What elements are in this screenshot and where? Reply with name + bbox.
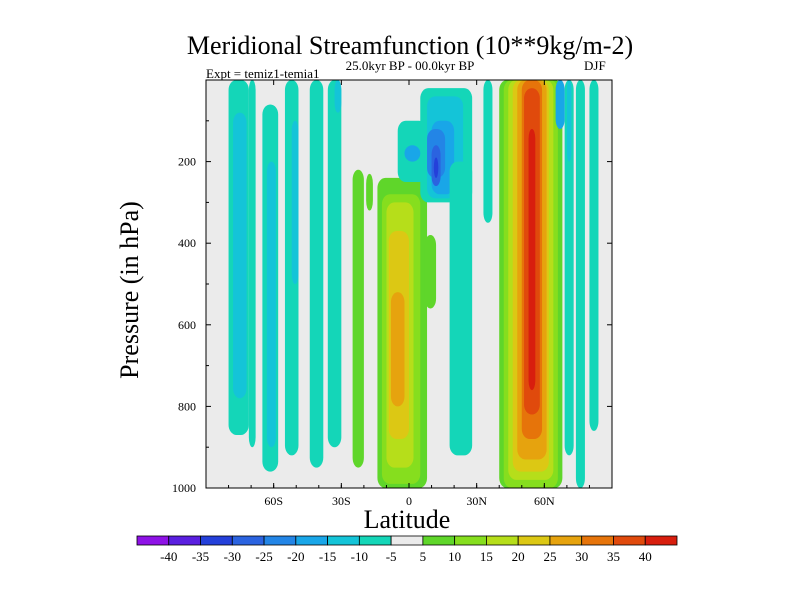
contour-region bbox=[352, 169, 364, 468]
colorbar-swatch bbox=[358, 535, 392, 546]
contour-region bbox=[528, 128, 536, 391]
colorbar-swatch bbox=[613, 535, 646, 546]
colorbar-label: 35 bbox=[607, 549, 620, 564]
colorbar-label: -10 bbox=[351, 549, 368, 564]
colorbar-label: 30 bbox=[575, 549, 588, 564]
colorbar-swatch bbox=[549, 535, 583, 546]
contour-region bbox=[334, 80, 342, 113]
colorbar-swatch bbox=[200, 535, 233, 546]
colorbar-label: -40 bbox=[160, 549, 177, 564]
colorbar-swatch bbox=[136, 535, 170, 546]
contour-region bbox=[327, 80, 342, 448]
x-tick-label: 0 bbox=[406, 494, 412, 508]
x-axis-ticks: 60S 30S 0 30N 60N bbox=[228, 80, 590, 508]
colorbar-swatch bbox=[390, 535, 424, 546]
season-annotation: DJF bbox=[584, 58, 606, 73]
colorbar-swatch bbox=[644, 535, 678, 546]
colorbar-label: 20 bbox=[512, 549, 525, 564]
colorbar-swatch bbox=[422, 535, 456, 546]
colorbar-swatch bbox=[327, 535, 360, 546]
colorbar-label: -5 bbox=[386, 549, 397, 564]
colorbar-swatch bbox=[581, 535, 614, 546]
y-tick-label: 600 bbox=[178, 318, 196, 332]
colorbar-label: 25 bbox=[543, 549, 556, 564]
contour-region bbox=[390, 292, 405, 407]
colorbar-label: -20 bbox=[287, 549, 304, 564]
colorbar-swatch bbox=[517, 535, 551, 546]
chart-title: Meridional Streamfunction (10**9kg/m-2) bbox=[187, 31, 633, 60]
colorbar-label: -30 bbox=[224, 549, 241, 564]
period-annotation: 25.0kyr BP - 00.0kyr BP bbox=[346, 58, 475, 73]
contour-region bbox=[564, 80, 574, 456]
colorbar-swatch bbox=[231, 535, 265, 546]
contour-region bbox=[248, 80, 256, 448]
y-tick-label: 1000 bbox=[172, 481, 196, 495]
colorbar-label: 10 bbox=[448, 549, 461, 564]
colorbar-label: 5 bbox=[420, 549, 427, 564]
contour-region bbox=[449, 161, 473, 456]
contour-region bbox=[433, 157, 439, 178]
x-tick-label: 30N bbox=[466, 494, 487, 508]
contour-region bbox=[266, 161, 276, 448]
contour-region bbox=[555, 80, 565, 129]
colorbar-swatch bbox=[168, 535, 201, 546]
y-axis-label: Pressure (in hPa) bbox=[115, 201, 144, 379]
x-axis-label: Latitude bbox=[364, 505, 451, 534]
colorbar-swatch bbox=[263, 535, 297, 546]
colorbar-label: 40 bbox=[639, 549, 652, 564]
contour-region bbox=[366, 173, 373, 211]
colorbar-label: -15 bbox=[319, 549, 336, 564]
contour-region bbox=[404, 145, 421, 162]
y-axis-ticks: 200 400 600 800 1000 bbox=[172, 120, 612, 495]
contour-region bbox=[566, 80, 572, 162]
colorbar-swatch bbox=[486, 535, 519, 546]
contour-region bbox=[233, 112, 247, 399]
colorbar-label: -35 bbox=[192, 549, 209, 564]
x-tick-label: 30S bbox=[332, 494, 351, 508]
y-tick-label: 800 bbox=[178, 399, 196, 413]
contour-region bbox=[424, 235, 437, 309]
contour-region bbox=[575, 80, 585, 488]
x-tick-label: 60N bbox=[534, 494, 555, 508]
colorbar-label: -25 bbox=[255, 549, 272, 564]
plot-area: 60S 30S 0 30N 60N 200 400 600 800 1000 bbox=[172, 79, 613, 508]
y-tick-label: 400 bbox=[178, 236, 196, 250]
colorbar: -40 -35 -30 -25 -20 -15 -10 -5 5 10 15 20 25 30 35 40 bbox=[136, 535, 678, 564]
contour-region bbox=[589, 80, 599, 431]
contour-region bbox=[291, 120, 299, 284]
y-tick-label: 200 bbox=[178, 155, 196, 169]
x-tick-label: 60S bbox=[264, 494, 283, 508]
contour-fill-layer bbox=[228, 80, 599, 489]
colorbar-swatch bbox=[295, 535, 328, 546]
contour-region bbox=[309, 80, 324, 468]
contour-region bbox=[483, 80, 493, 223]
colorbar-label: 15 bbox=[480, 549, 493, 564]
colorbar-swatch bbox=[454, 535, 487, 546]
experiment-annotation: Expt = temiz1-temia1 bbox=[206, 66, 319, 81]
